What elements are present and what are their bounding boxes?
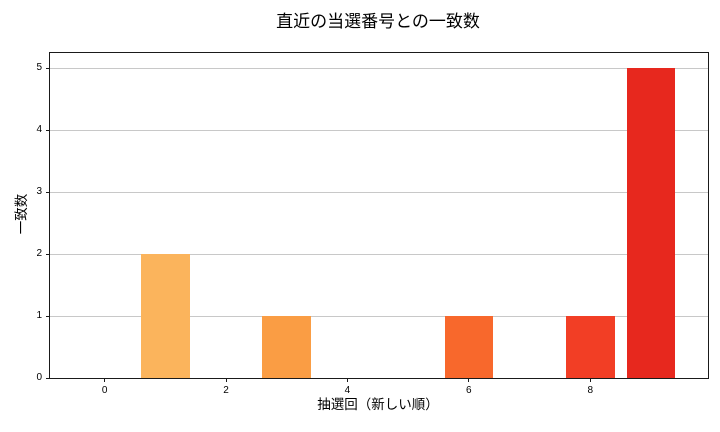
plot-area: 0 1 2 3 4 5 0 2 4 6 8: [36, 52, 709, 396]
x-axis-label: 抽選回（新しい順）: [317, 397, 439, 412]
x-tick-label: 2: [223, 385, 229, 396]
x-tick-mark: [104, 378, 106, 382]
y-gridline: [50, 129, 708, 131]
x-tick-label: 8: [587, 385, 594, 396]
y-gridline: [50, 315, 708, 317]
x-tick-mark: [589, 378, 591, 382]
y-tick-mark: [45, 129, 50, 131]
bar: [565, 316, 615, 378]
x-tick-mark: [346, 378, 348, 382]
y-tick-label: 0: [36, 372, 42, 383]
y-gridline: [50, 253, 708, 255]
bar: [444, 316, 494, 378]
x-tick-mark: [468, 378, 470, 382]
y-tick-label: 3: [36, 186, 42, 198]
x-tick-mark: [225, 378, 227, 382]
bar: [262, 316, 311, 378]
bar: [626, 68, 676, 378]
y-gridline: [50, 191, 708, 193]
x-tick-label: 6: [466, 385, 472, 396]
y-tick-mark: [45, 67, 50, 69]
y-tick-mark: [45, 253, 50, 255]
y-tick-mark: [45, 377, 50, 379]
y-axis-label: 一致数: [14, 193, 29, 235]
y-tick-label: 5: [36, 62, 42, 74]
y-tick-mark: [45, 315, 50, 317]
y-tick-mark: [45, 191, 50, 193]
x-tick-label: 4: [344, 385, 351, 396]
y-tick-label: 4: [36, 124, 42, 136]
y-gridline: [50, 67, 708, 69]
y-tick-label: 1: [36, 310, 42, 322]
chart-title: 直近の当選番号との一致数: [276, 12, 480, 31]
bar: [141, 254, 190, 378]
y-tick-label: 2: [36, 248, 42, 260]
x-tick-label: 0: [101, 385, 108, 396]
